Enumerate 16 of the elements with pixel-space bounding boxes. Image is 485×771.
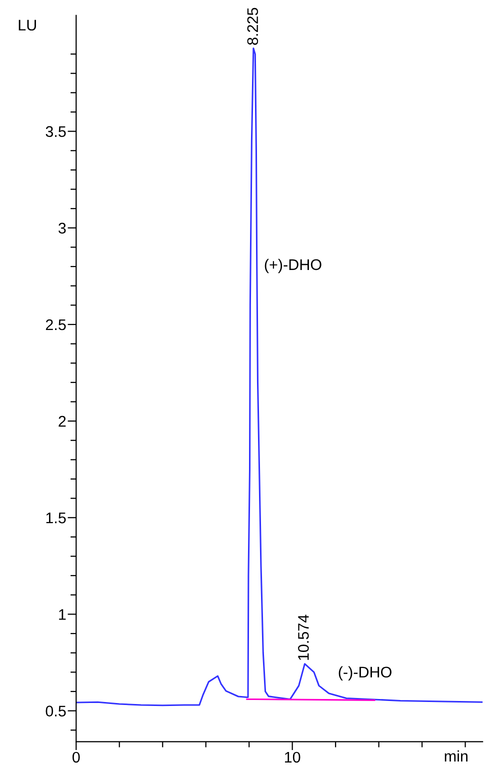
x-axis-title: min <box>444 750 468 762</box>
annotation: (-)-DHO <box>338 666 392 681</box>
y-tick-label: 2.5 <box>46 319 66 330</box>
x-tick-label: 0 <box>72 752 80 763</box>
y-tick-label: 0.5 <box>46 706 66 716</box>
annotation: 10.574 <box>298 614 309 660</box>
line-series <box>76 47 483 706</box>
y-tick-label: 1.5 <box>46 512 66 524</box>
y-tick-label: 1 <box>59 609 66 620</box>
y-axis-title: LU <box>18 20 36 31</box>
y-tick-label: 2 <box>58 416 66 427</box>
y-tick-label: 3 <box>58 222 66 234</box>
x-tick-label: 10 <box>285 752 300 763</box>
annotation: 8.225 <box>247 8 258 45</box>
annotation: (+)-DHO <box>264 258 322 274</box>
y-tick-label: 3.5 <box>46 126 66 137</box>
